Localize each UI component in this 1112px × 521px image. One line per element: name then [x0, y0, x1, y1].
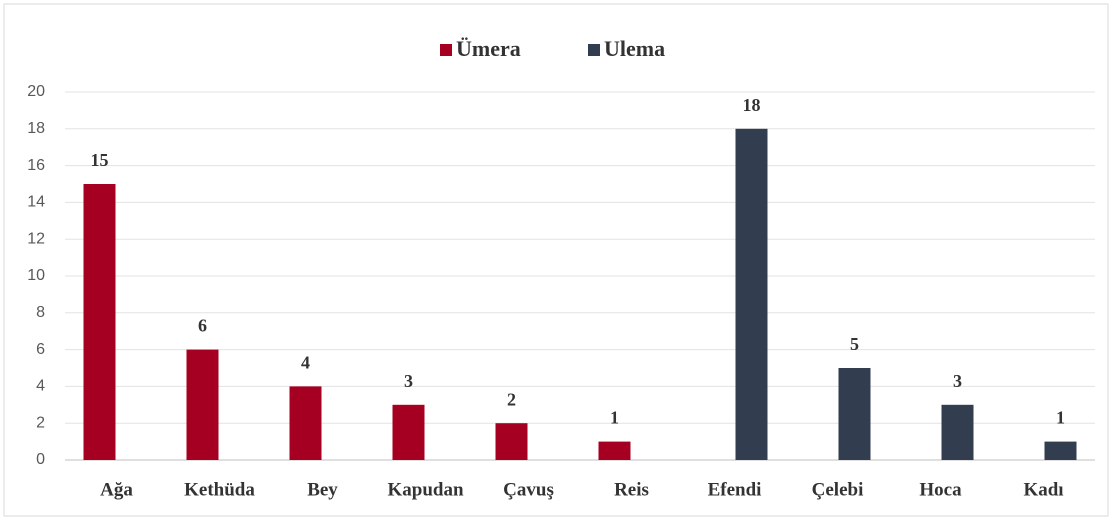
data-label: 4	[301, 353, 310, 373]
y-tick-label: 18	[27, 120, 45, 137]
y-tick-label: 2	[36, 414, 45, 431]
legend-swatch	[440, 44, 452, 56]
x-tick-label: Hoca	[919, 479, 962, 500]
y-tick-label: 20	[27, 83, 45, 100]
data-label: 2	[507, 389, 516, 409]
y-tick-label: 4	[36, 378, 45, 395]
x-tick-label: Kapudan	[387, 479, 463, 500]
data-label: 1	[1056, 408, 1065, 428]
data-label: 3	[953, 371, 962, 391]
legend-label: Ümera	[456, 36, 521, 61]
bar	[1044, 441, 1077, 460]
legend-swatch	[588, 44, 600, 56]
y-tick-label: 10	[27, 267, 45, 284]
x-tick-label: Kadı	[1023, 479, 1063, 500]
bar	[598, 441, 631, 460]
y-tick-label: 14	[27, 194, 45, 211]
x-tick-label: Reis	[614, 479, 649, 500]
data-label: 1	[610, 408, 619, 428]
data-label: 18	[743, 95, 761, 115]
bar	[495, 423, 528, 460]
y-tick-label: 0	[36, 451, 45, 468]
data-label: 5	[850, 334, 859, 354]
y-tick-label: 8	[36, 304, 45, 321]
bar	[838, 368, 871, 460]
x-tick-label: Çelebi	[812, 479, 864, 500]
bar	[186, 349, 219, 460]
data-label: 3	[404, 371, 413, 391]
x-tick-label: Bey	[307, 479, 338, 500]
data-label: 6	[198, 316, 207, 336]
bar	[83, 184, 116, 460]
y-tick-label: 16	[27, 157, 45, 174]
x-tick-label: Efendi	[708, 479, 762, 500]
y-tick-label: 12	[27, 230, 45, 247]
x-tick-label: Ağa	[100, 479, 133, 500]
y-tick-label: 6	[36, 341, 45, 358]
bar	[289, 386, 322, 460]
data-label: 15	[91, 150, 109, 170]
bar	[941, 404, 974, 460]
x-tick-label: Çavuş	[503, 479, 554, 500]
x-tick-label: Kethüda	[184, 479, 255, 500]
legend-label: Ulema	[604, 36, 665, 61]
bar	[392, 404, 425, 460]
bar	[735, 128, 768, 461]
